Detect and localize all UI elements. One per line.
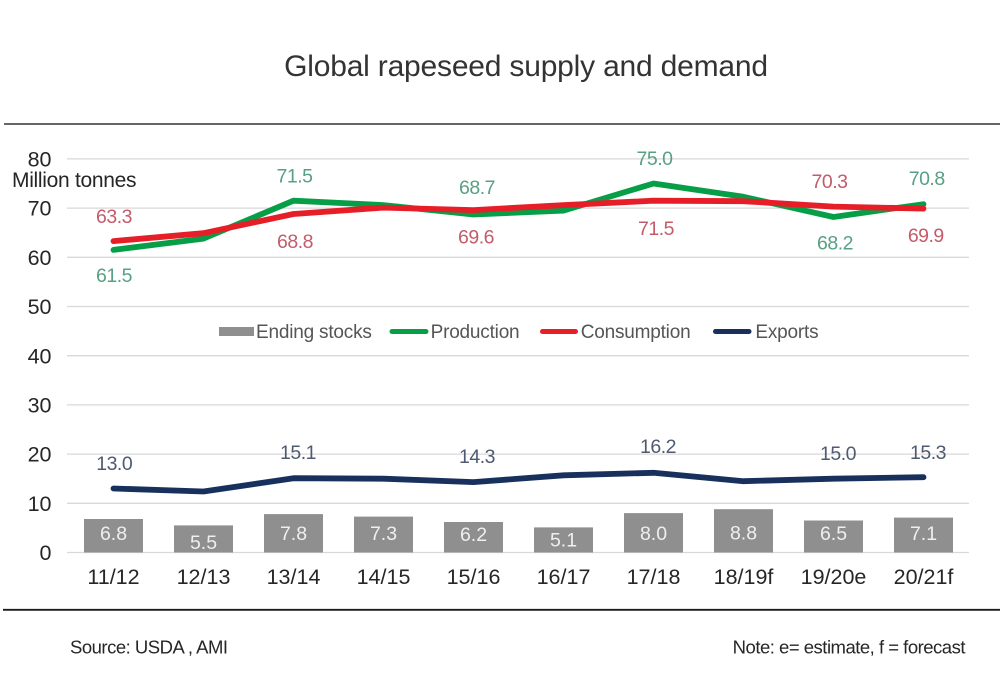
svg-text:18/19f: 18/19f (714, 565, 774, 589)
svg-text:20/21f: 20/21f (894, 565, 954, 589)
svg-text:68.2: 68.2 (817, 233, 853, 255)
svg-text:Note: e= estimate, f = forecas: Note: e= estimate, f = forecast (733, 637, 966, 658)
svg-text:63.3: 63.3 (96, 206, 132, 228)
svg-text:60: 60 (28, 246, 52, 270)
svg-text:11/12: 11/12 (87, 565, 139, 589)
svg-text:69.6: 69.6 (458, 227, 494, 249)
svg-text:13.0: 13.0 (96, 453, 133, 475)
svg-text:6.5: 6.5 (820, 523, 847, 545)
svg-text:15.3: 15.3 (910, 442, 946, 464)
svg-text:Exports: Exports (755, 322, 818, 343)
svg-text:17/18: 17/18 (627, 565, 681, 589)
svg-text:68.8: 68.8 (277, 231, 313, 253)
svg-text:5.1: 5.1 (550, 530, 577, 552)
svg-text:14/15: 14/15 (357, 565, 411, 589)
svg-text:Global rapeseed supply and dem: Global rapeseed supply and demand (284, 50, 768, 83)
svg-text:71.5: 71.5 (638, 218, 675, 240)
svg-text:15.1: 15.1 (280, 442, 316, 464)
svg-text:6.8: 6.8 (100, 523, 127, 545)
svg-text:15/16: 15/16 (447, 565, 501, 589)
svg-text:40: 40 (28, 344, 52, 368)
svg-text:14.3: 14.3 (459, 446, 495, 468)
svg-text:19/20e: 19/20e (801, 565, 867, 589)
svg-text:61.5: 61.5 (96, 265, 133, 287)
svg-text:69.9: 69.9 (908, 225, 944, 247)
svg-text:Consumption: Consumption (581, 322, 691, 343)
svg-text:7.1: 7.1 (910, 523, 937, 545)
svg-text:8.0: 8.0 (640, 523, 667, 545)
svg-text:5.5: 5.5 (190, 532, 217, 554)
svg-text:15.0: 15.0 (820, 443, 857, 465)
svg-text:Ending stocks: Ending stocks (256, 322, 372, 343)
svg-text:Million tonnes: Million tonnes (12, 169, 136, 192)
svg-text:16/17: 16/17 (537, 565, 591, 589)
svg-text:Production: Production (431, 322, 520, 343)
svg-text:Source: USDA , AMI: Source: USDA , AMI (70, 637, 228, 658)
svg-text:70: 70 (28, 197, 52, 221)
svg-text:80: 80 (28, 148, 52, 172)
svg-text:6.2: 6.2 (460, 524, 487, 546)
svg-text:30: 30 (28, 394, 52, 418)
svg-text:20: 20 (28, 443, 52, 467)
svg-text:7.8: 7.8 (280, 523, 307, 545)
svg-text:68.7: 68.7 (459, 177, 495, 199)
svg-text:7.3: 7.3 (370, 523, 397, 545)
svg-text:71.5: 71.5 (277, 166, 314, 188)
svg-text:12/13: 12/13 (177, 565, 231, 589)
svg-text:13/14: 13/14 (267, 565, 321, 589)
svg-text:16.2: 16.2 (640, 436, 676, 458)
svg-text:50: 50 (28, 295, 52, 319)
svg-text:70.8: 70.8 (909, 168, 945, 190)
svg-text:70.3: 70.3 (812, 171, 848, 193)
svg-text:10: 10 (28, 492, 52, 516)
svg-text:0: 0 (40, 541, 52, 565)
svg-text:75.0: 75.0 (637, 148, 674, 170)
svg-text:8.8: 8.8 (730, 523, 757, 545)
